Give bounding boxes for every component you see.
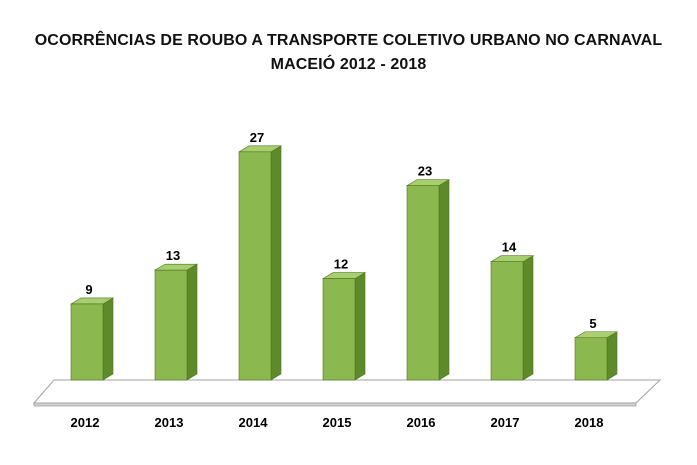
bar-front-face	[70, 303, 104, 381]
bars-group	[69, 145, 619, 381]
bar-side-face	[102, 297, 114, 381]
bar-2017	[489, 255, 535, 381]
chart-floor	[32, 379, 662, 404]
x-tick-label-2018: 2018	[575, 415, 604, 430]
bar-side-face	[606, 331, 618, 381]
x-tick-label-2015: 2015	[323, 415, 352, 430]
bar-side-face	[438, 179, 450, 381]
bar-2014	[237, 145, 283, 381]
data-label-2014: 27	[250, 130, 264, 145]
bar-front-face	[322, 278, 356, 381]
bar-front-face	[574, 337, 608, 381]
bar-side-face	[354, 272, 366, 381]
data-label-2018: 5	[589, 316, 596, 331]
chart-floor-group	[32, 379, 662, 407]
x-tick-label-2016: 2016	[407, 415, 436, 430]
x-axis-tick-labels: 2012 2013 2014 2015 2016 2017 2018	[71, 415, 604, 430]
bar-2016	[405, 179, 451, 381]
data-label-2016: 23	[418, 164, 432, 179]
chart-title: OCORRÊNCIAS DE ROUBO A TRANSPORTE COLETI…	[34, 32, 663, 49]
bar-front-face	[406, 185, 440, 381]
chart-floor-edge	[33, 402, 637, 407]
data-labels-group: 9 13 27 12 23 14 5	[85, 130, 596, 331]
x-tick-label-2014: 2014	[239, 415, 269, 430]
bar-2018	[573, 331, 619, 381]
bar-2015	[321, 272, 367, 381]
bar-2013	[153, 263, 199, 381]
x-tick-label-2017: 2017	[491, 415, 520, 430]
x-tick-label-2013: 2013	[155, 415, 184, 430]
data-label-2013: 13	[166, 248, 180, 263]
bar-front-face	[238, 151, 272, 381]
bar-front-face	[154, 269, 188, 381]
bar-side-face	[522, 255, 534, 381]
bar-side-face	[270, 145, 282, 381]
bar-2012	[69, 297, 115, 381]
bar-front-face	[490, 261, 524, 381]
chart-subtitle: MACEIÓ 2012 - 2018	[270, 56, 427, 73]
x-tick-label-2012: 2012	[71, 415, 100, 430]
data-label-2015: 12	[334, 257, 348, 272]
bar-side-face	[186, 263, 198, 381]
data-label-2017: 14	[502, 240, 517, 255]
data-label-2012: 9	[85, 282, 92, 297]
